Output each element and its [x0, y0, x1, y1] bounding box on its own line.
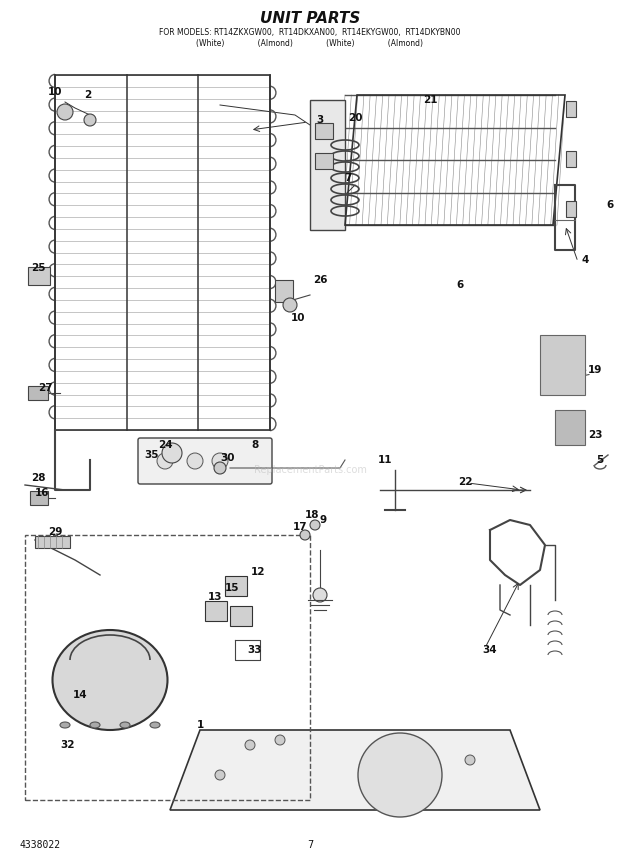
Text: 8: 8 — [251, 440, 259, 450]
Text: 25: 25 — [31, 263, 45, 273]
Text: 34: 34 — [483, 645, 497, 655]
Ellipse shape — [90, 722, 100, 728]
Text: FOR MODELS: RT14ZKXGW00,  RT14DKXAN00,  RT14EKYGW00,  RT14DKYBN00: FOR MODELS: RT14ZKXGW00, RT14DKXAN00, RT… — [159, 27, 461, 37]
Bar — [28, 267, 50, 285]
Text: 13: 13 — [208, 592, 222, 602]
Ellipse shape — [150, 722, 160, 728]
Text: 12: 12 — [250, 567, 265, 577]
Text: 26: 26 — [312, 275, 327, 285]
Circle shape — [275, 735, 285, 745]
Text: 6: 6 — [606, 200, 614, 210]
Bar — [205, 601, 227, 621]
Circle shape — [283, 298, 297, 312]
Circle shape — [313, 588, 327, 602]
Bar — [230, 606, 252, 626]
Circle shape — [157, 453, 173, 469]
Text: 32: 32 — [61, 740, 75, 750]
Text: 19: 19 — [588, 365, 602, 375]
Circle shape — [215, 770, 225, 780]
Circle shape — [187, 453, 203, 469]
Text: 28: 28 — [31, 473, 45, 483]
Bar — [315, 153, 333, 169]
Bar — [275, 280, 293, 302]
Text: 22: 22 — [458, 477, 472, 487]
Text: 9: 9 — [319, 515, 327, 525]
Bar — [35, 536, 70, 548]
Bar — [566, 101, 576, 117]
Circle shape — [212, 453, 228, 469]
Text: 10: 10 — [48, 87, 62, 97]
Circle shape — [57, 104, 73, 120]
Text: 24: 24 — [157, 440, 172, 450]
Text: 21: 21 — [423, 95, 437, 105]
Text: 5: 5 — [596, 455, 604, 465]
Text: 6: 6 — [456, 280, 464, 290]
Bar — [28, 386, 48, 400]
Circle shape — [310, 520, 320, 530]
Ellipse shape — [53, 630, 167, 730]
Text: 7: 7 — [344, 173, 352, 183]
Polygon shape — [170, 730, 540, 810]
Text: 27: 27 — [38, 383, 52, 393]
Text: 4: 4 — [582, 255, 588, 265]
Circle shape — [162, 443, 182, 463]
Bar — [566, 201, 576, 217]
Ellipse shape — [120, 722, 130, 728]
Circle shape — [465, 755, 475, 765]
Text: 2: 2 — [84, 90, 92, 100]
FancyBboxPatch shape — [138, 438, 272, 484]
Text: 1: 1 — [197, 720, 203, 730]
Text: 3: 3 — [316, 115, 324, 125]
Text: UNIT PARTS: UNIT PARTS — [260, 10, 360, 26]
Text: 10: 10 — [291, 313, 305, 323]
Circle shape — [300, 530, 310, 540]
Circle shape — [84, 114, 96, 126]
Circle shape — [214, 462, 226, 474]
Text: 29: 29 — [48, 527, 62, 537]
Text: 30: 30 — [221, 453, 235, 463]
Circle shape — [358, 733, 442, 817]
Text: 7: 7 — [307, 840, 313, 850]
Polygon shape — [310, 100, 345, 230]
Text: 4338022: 4338022 — [20, 840, 61, 850]
Bar — [566, 151, 576, 167]
Text: ReplacementParts.com: ReplacementParts.com — [254, 465, 366, 475]
Text: 33: 33 — [248, 645, 262, 655]
Text: 18: 18 — [305, 510, 319, 520]
Bar — [540, 335, 585, 395]
Bar — [315, 123, 333, 139]
Text: 23: 23 — [588, 430, 602, 440]
Text: 17: 17 — [293, 522, 308, 532]
Text: 11: 11 — [378, 455, 392, 465]
Text: 14: 14 — [73, 690, 87, 700]
Bar — [555, 410, 585, 445]
Bar — [225, 576, 247, 596]
Bar — [30, 491, 48, 505]
Text: 16: 16 — [35, 488, 49, 498]
Text: (White)              (Almond)              (White)              (Almond): (White) (Almond) (White) (Almond) — [197, 39, 423, 47]
Text: 35: 35 — [144, 450, 159, 460]
Bar — [25, 535, 310, 800]
Ellipse shape — [60, 722, 70, 728]
Text: 15: 15 — [224, 583, 239, 593]
Text: 20: 20 — [348, 113, 362, 123]
Bar — [55, 75, 270, 430]
Circle shape — [245, 740, 255, 750]
